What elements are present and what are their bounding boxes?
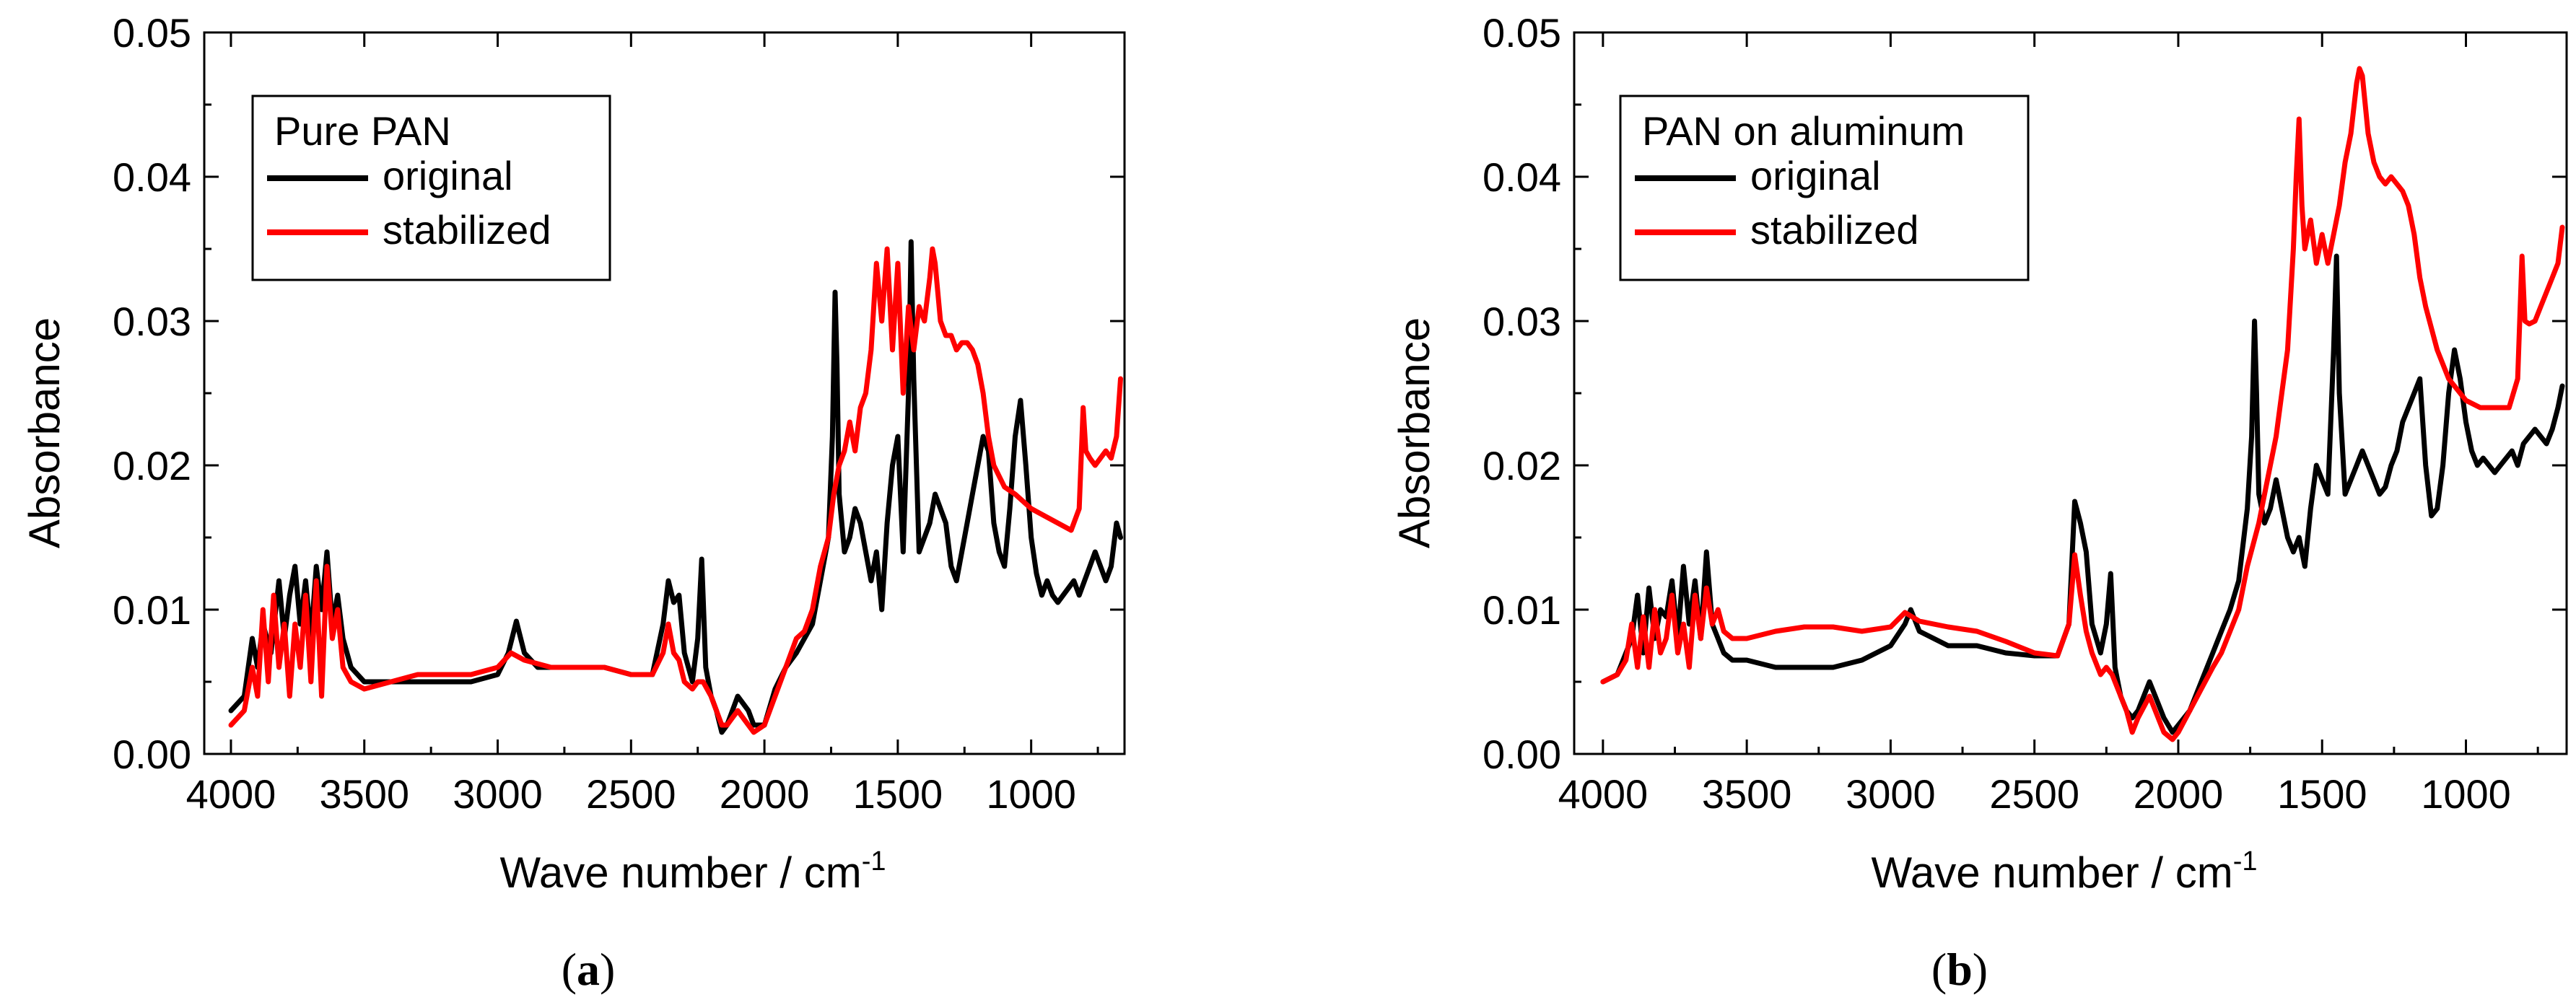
ticks-layer-b: 4000 3500 3000 2500 2000 1500 1000 0.00 0.01 0.02… [1483,10,2567,817]
x-tick-label-a: 2500 [586,771,676,817]
caption-b: (b) [1931,944,1988,995]
y-tick-label-a: 0.05 [113,10,191,56]
legend-label-stabilized-a: stabilized [383,207,551,253]
panel-a: 4000 3500 3000 2500 2000 1500 1000 0.00 0.01 0.02… [20,10,1126,995]
x-tick-label-b: 2000 [2134,771,2224,817]
x-axis-title-a: Wave number / cm-1 [499,846,886,897]
x-tick-label-b: 2500 [1989,771,2079,817]
y-tick-label-b: 0.01 [1483,587,1561,633]
y-tick-label-b: 0.02 [1483,443,1561,488]
series-line-original-b [1600,253,2565,735]
y-tick-label-b: 0.05 [1483,10,1561,56]
y-tick-label-b: 0.03 [1483,299,1561,344]
legend-box-a [251,95,611,281]
x-tick-label-a: 4000 [186,771,276,817]
x-tick-label-a: 2000 [720,771,810,817]
x-tick-label-a: 1000 [986,771,1076,817]
legend-box-b [1619,95,2030,281]
y-tick-label-b: 0.00 [1483,732,1561,777]
x-tick-label-b: 4000 [1558,771,1649,817]
series-layer-a [228,239,1123,735]
caption-a: (a) [562,944,616,995]
x-tick-label-a: 3000 [453,771,543,817]
x-tick-label-a: 3500 [319,771,409,817]
x-tick-label-b: 1000 [2421,771,2511,817]
legend-title-a: Pure PAN [274,108,451,154]
series-layer-b [1600,66,2565,742]
x-tick-label-b: 1500 [2277,771,2367,817]
x-axis-title-b: Wave number / cm-1 [1871,846,2257,897]
y-tick-label-a: 0.04 [113,154,191,200]
x-tick-label-b: 3500 [1702,771,1792,817]
series-line-stabilized-b [1600,66,2565,742]
ticks-layer-a: 4000 3500 3000 2500 2000 1500 1000 0.00 0.01 0.02… [113,10,1125,817]
x-tick-label-a: 1500 [853,771,943,817]
x-tick-label-b: 3000 [1846,771,1936,817]
y-tick-label-a: 0.03 [113,299,191,344]
legend-label-original-b: original [1750,153,1881,198]
y-tick-label-b: 0.04 [1483,154,1561,200]
y-axis-title-a: Absorbance [20,317,69,548]
y-axis-title-b: Absorbance [1390,317,1438,548]
legend-label-stabilized-b: stabilized [1750,207,1918,253]
y-tick-label-a: 0.01 [113,587,191,633]
y-tick-label-a: 0.02 [113,443,191,488]
series-line-stabilized-a [228,246,1123,735]
y-tick-label-a: 0.00 [113,732,191,777]
panel-b: 4000 3500 3000 2500 2000 1500 1000 0.00 0.01 0.02… [1390,10,2568,995]
legend-label-original-a: original [383,153,513,198]
legend-title-b: PAN on aluminum [1642,108,1965,154]
